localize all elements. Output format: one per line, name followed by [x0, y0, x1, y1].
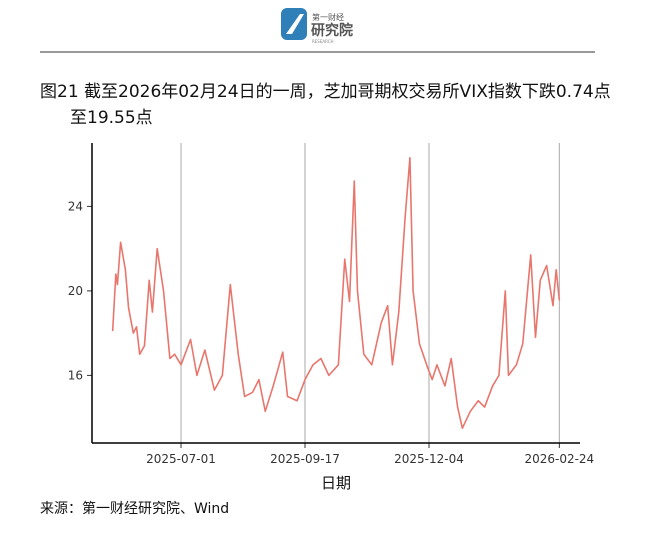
x-axis-label: 日期 [321, 474, 351, 492]
x-tick-label: 2025-07-01 [146, 452, 216, 466]
logo-name: 研究院 [311, 22, 353, 39]
y-tick-label: 20 [68, 284, 83, 298]
x-tick-label: 2025-09-17 [270, 452, 340, 466]
y-tick-label: 16 [68, 368, 83, 382]
source: 来源：第一财经研究院、Wind [40, 501, 230, 517]
chart-title: 图21 截至2026年02月24日的一周，芝加哥期权交易所VIX指数下跌0.74… [40, 82, 611, 128]
logo-sub: RESEARCH [312, 39, 334, 44]
y-tick-label: 24 [68, 199, 83, 213]
logo-brand: 第一财经 [312, 12, 344, 22]
logo: 第一财经 研究院 RESEARCH [281, 8, 353, 44]
x-tick-label: 2026-02-24 [524, 452, 594, 466]
line-series [111, 156, 561, 430]
x-tick-label: 2025-12-04 [394, 452, 464, 466]
